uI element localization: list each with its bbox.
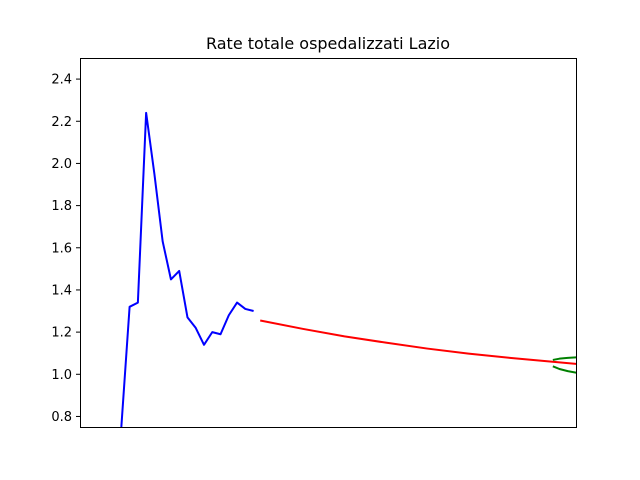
y-tick-label: 2.4 xyxy=(51,73,72,88)
chart-title: Rate totale ospedalizzati Lazio xyxy=(206,34,450,53)
series-line-3 xyxy=(552,356,576,361)
y-tick-label: 1.2 xyxy=(51,326,72,341)
plot-area xyxy=(120,111,576,427)
y-axis: 0.8 1.0 1.2 1.4 1.6 1.8 2.0 2.2 2.4 xyxy=(51,73,80,425)
y-tick-label: 1.4 xyxy=(51,283,72,298)
y-tick-label: 1.6 xyxy=(51,241,72,256)
y-tick-label: 1.8 xyxy=(51,199,72,214)
y-tick-label: 2.0 xyxy=(51,157,72,172)
y-tick-label: 1.0 xyxy=(51,368,72,383)
y-tick-label: 2.2 xyxy=(51,115,72,130)
series-line-4 xyxy=(552,365,576,374)
series-line-1 xyxy=(120,111,254,427)
y-tick-label: 0.8 xyxy=(51,410,72,425)
series-line-2 xyxy=(260,319,576,365)
axes-frame xyxy=(80,58,577,428)
